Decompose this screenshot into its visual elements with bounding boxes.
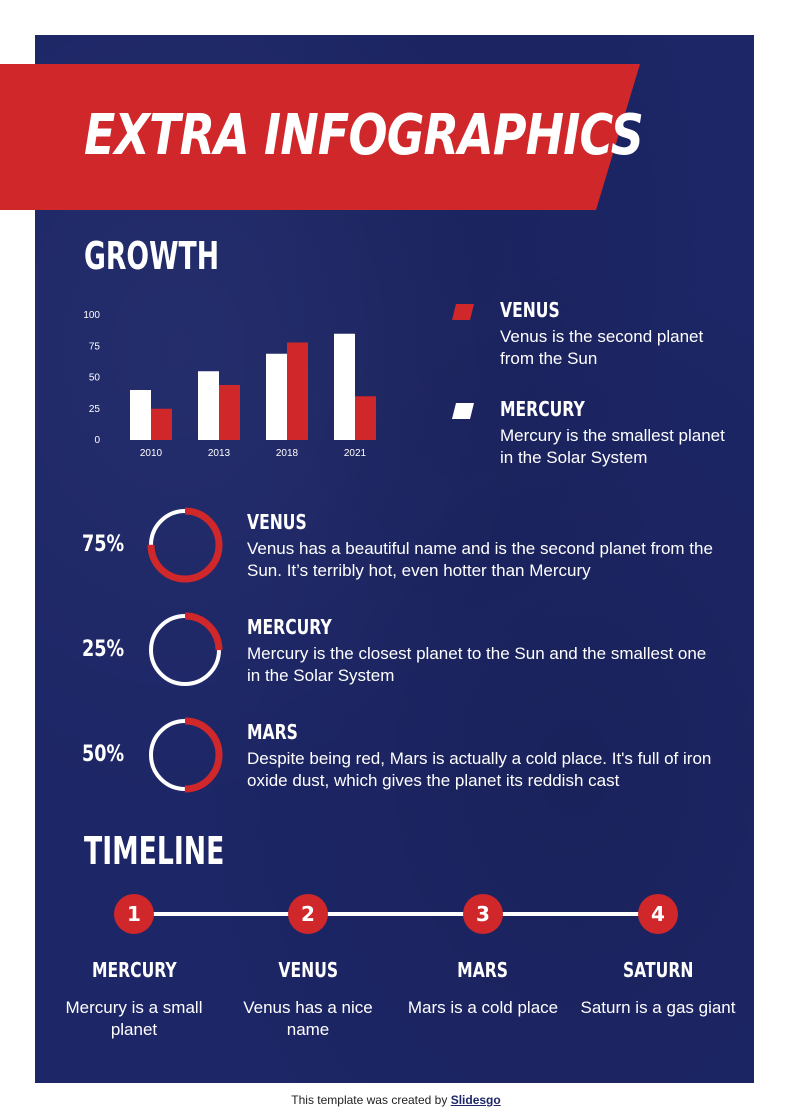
- credit-line: This template was created by Slidesgo: [0, 1093, 792, 1107]
- legend-text-mercury: Mercury is the smallest planet in the So…: [500, 426, 725, 467]
- ring-fill: [147, 507, 223, 583]
- x-tick-label: 2013: [208, 448, 231, 459]
- timeline-step-2-text: Venus has a nice name: [243, 998, 373, 1039]
- stat-percent-mercury: 25%: [82, 637, 125, 662]
- stat-text-venus: Venus has a beautiful name and is the se…: [247, 539, 713, 580]
- timeline-step-1-text: Mercury is a small planet: [65, 998, 203, 1039]
- x-tick-label: 2021: [344, 448, 367, 459]
- progress-ring-venus: [147, 507, 223, 583]
- timeline-heading: TIMELINE: [84, 829, 225, 873]
- timeline-step-1-title: MERCURY: [91, 958, 177, 982]
- bar-venus-2021: [355, 396, 376, 440]
- timeline-step-3-title: MARS: [457, 958, 509, 982]
- y-tick-label: 0: [94, 435, 100, 446]
- bar-mercury-2013: [198, 371, 219, 440]
- y-tick-label: 100: [83, 310, 100, 321]
- growth-heading: GROWTH: [84, 234, 220, 278]
- timeline-step-2-marker: 2: [288, 894, 328, 934]
- title-banner: [0, 64, 640, 210]
- ring-fill: [147, 612, 223, 688]
- timeline-step-4-marker: 4: [638, 894, 678, 934]
- timeline-line: [134, 912, 659, 916]
- timeline-step-1-marker: 1: [114, 894, 154, 934]
- stat-title-mars: MARS: [247, 720, 298, 744]
- stat-percent-venus: 75%: [82, 532, 125, 557]
- legend-swatch-mercury: [452, 403, 474, 419]
- x-tick-label: 2010: [140, 448, 163, 459]
- page-title: EXTRA INFOGRAPHICS: [84, 103, 644, 168]
- stat-title-mercury: MERCURY: [247, 615, 332, 639]
- timeline-step-2-title: VENUS: [278, 958, 338, 982]
- credit-text: This template was created by: [291, 1093, 451, 1107]
- timeline-step-3-marker: 3: [463, 894, 503, 934]
- legend-title-venus: VENUS: [500, 298, 560, 322]
- y-tick-label: 25: [89, 404, 101, 415]
- bar-venus-2018: [287, 342, 308, 440]
- timeline-step-3-text: Mars is a cold place: [407, 998, 559, 1017]
- progress-ring-mercury: [147, 612, 223, 688]
- legend-title-mercury: MERCURY: [500, 397, 585, 421]
- x-tick-label: 2018: [276, 448, 299, 459]
- bar-mercury-2018: [266, 353, 287, 440]
- progress-ring-mars: [147, 717, 223, 793]
- growth-bar-chart: 0 25 50 75 100 2010 2013 2018 2021: [83, 310, 376, 459]
- stat-text-mercury: Mercury is the closest planet to the Sun…: [247, 644, 707, 685]
- bar-venus-2010: [151, 408, 172, 440]
- timeline-step-4-text: Saturn is a gas giant: [580, 998, 736, 1017]
- bar-mercury-2010: [130, 390, 151, 440]
- bar-mercury-2021: [334, 333, 355, 440]
- timeline-step-4-title: SATURN: [622, 958, 694, 982]
- slidesgo-link[interactable]: Slidesgo: [450, 1093, 501, 1107]
- legend-swatch-venus: [452, 304, 474, 320]
- bar-venus-2013: [219, 385, 240, 440]
- stat-title-venus: VENUS: [247, 510, 307, 534]
- legend-text-venus: Venus is the second planet from the Sun: [500, 327, 704, 368]
- y-tick-label: 50: [89, 373, 101, 384]
- stat-text-mars: Despite being red, Mars is actually a co…: [247, 749, 712, 790]
- stat-percent-mars: 50%: [82, 742, 125, 767]
- ring-fill: [147, 717, 223, 793]
- y-tick-label: 75: [89, 341, 101, 352]
